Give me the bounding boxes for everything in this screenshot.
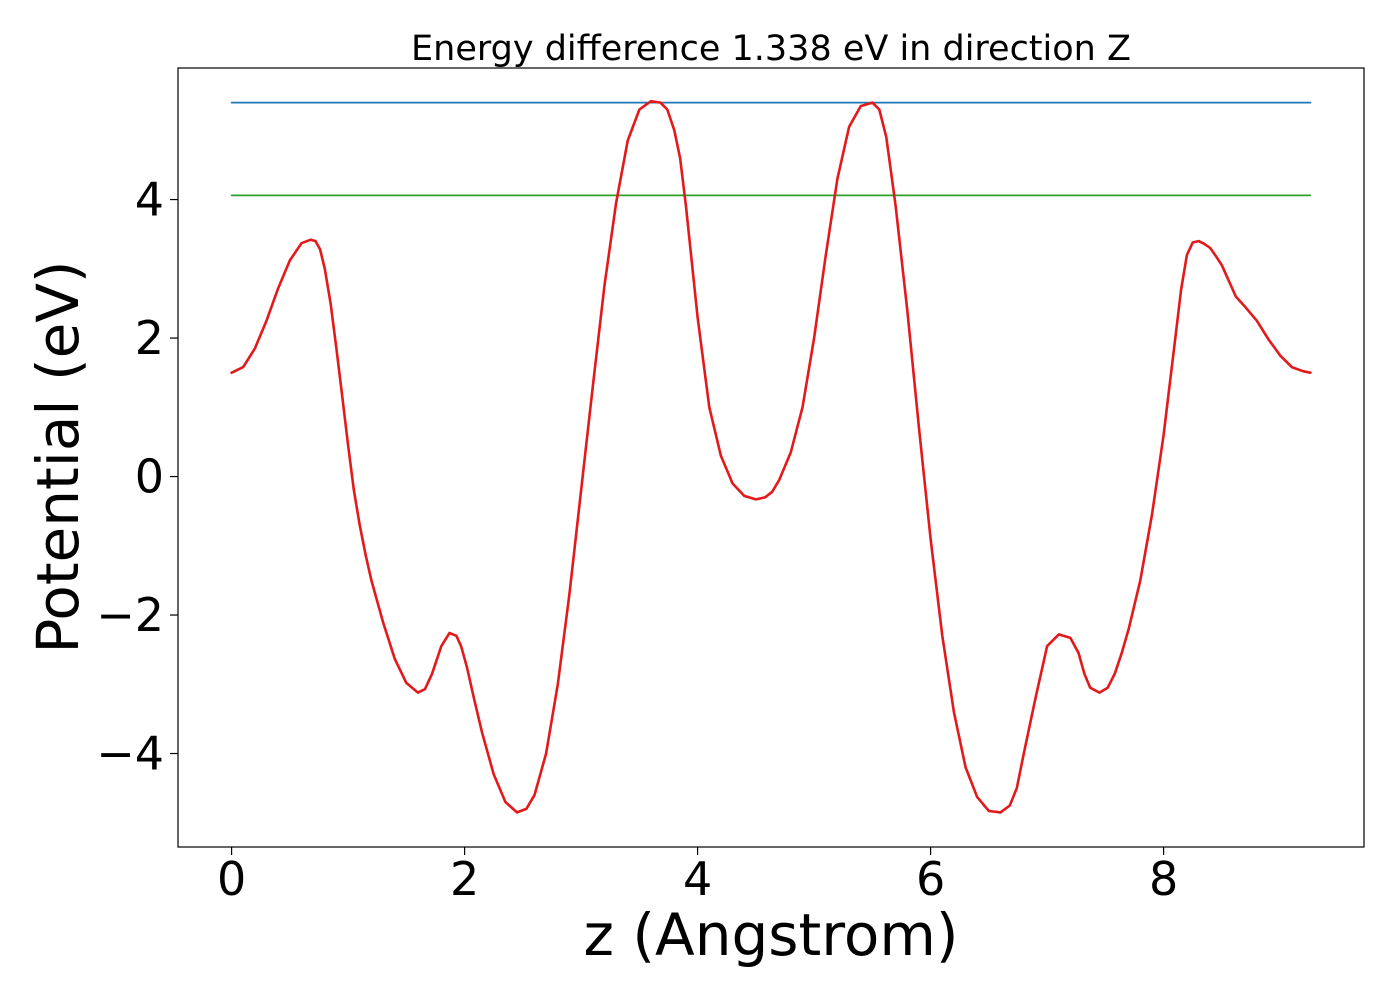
series-layer: [230, 99, 1312, 814]
chart-title: Energy difference 1.338 eV in direction …: [411, 29, 1131, 69]
y-axis-label: Potential (eV): [24, 260, 92, 653]
y-tick-label: 0: [135, 450, 164, 504]
x-tick-label: 6: [916, 852, 945, 906]
y-tick-label: 4: [135, 173, 164, 227]
x-tick-label: 0: [217, 852, 246, 906]
y-tick-label: −2: [96, 588, 164, 642]
series-line-3: [230, 99, 1312, 814]
plot-frame: [177, 67, 1365, 848]
x-axis-label: z (Angstrom): [584, 901, 959, 969]
x-tick-label: 2: [450, 852, 479, 906]
plot-area: [177, 67, 1365, 848]
x-axis-ticks: 0 2 4 6 8: [217, 847, 1178, 906]
x-tick-label: 4: [683, 852, 712, 906]
y-axis-ticks: −4 −2 0 2 4: [96, 173, 178, 781]
y-tick-label: −4: [96, 727, 164, 781]
x-tick-label: 8: [1149, 852, 1178, 906]
y-tick-label: 2: [135, 311, 164, 365]
